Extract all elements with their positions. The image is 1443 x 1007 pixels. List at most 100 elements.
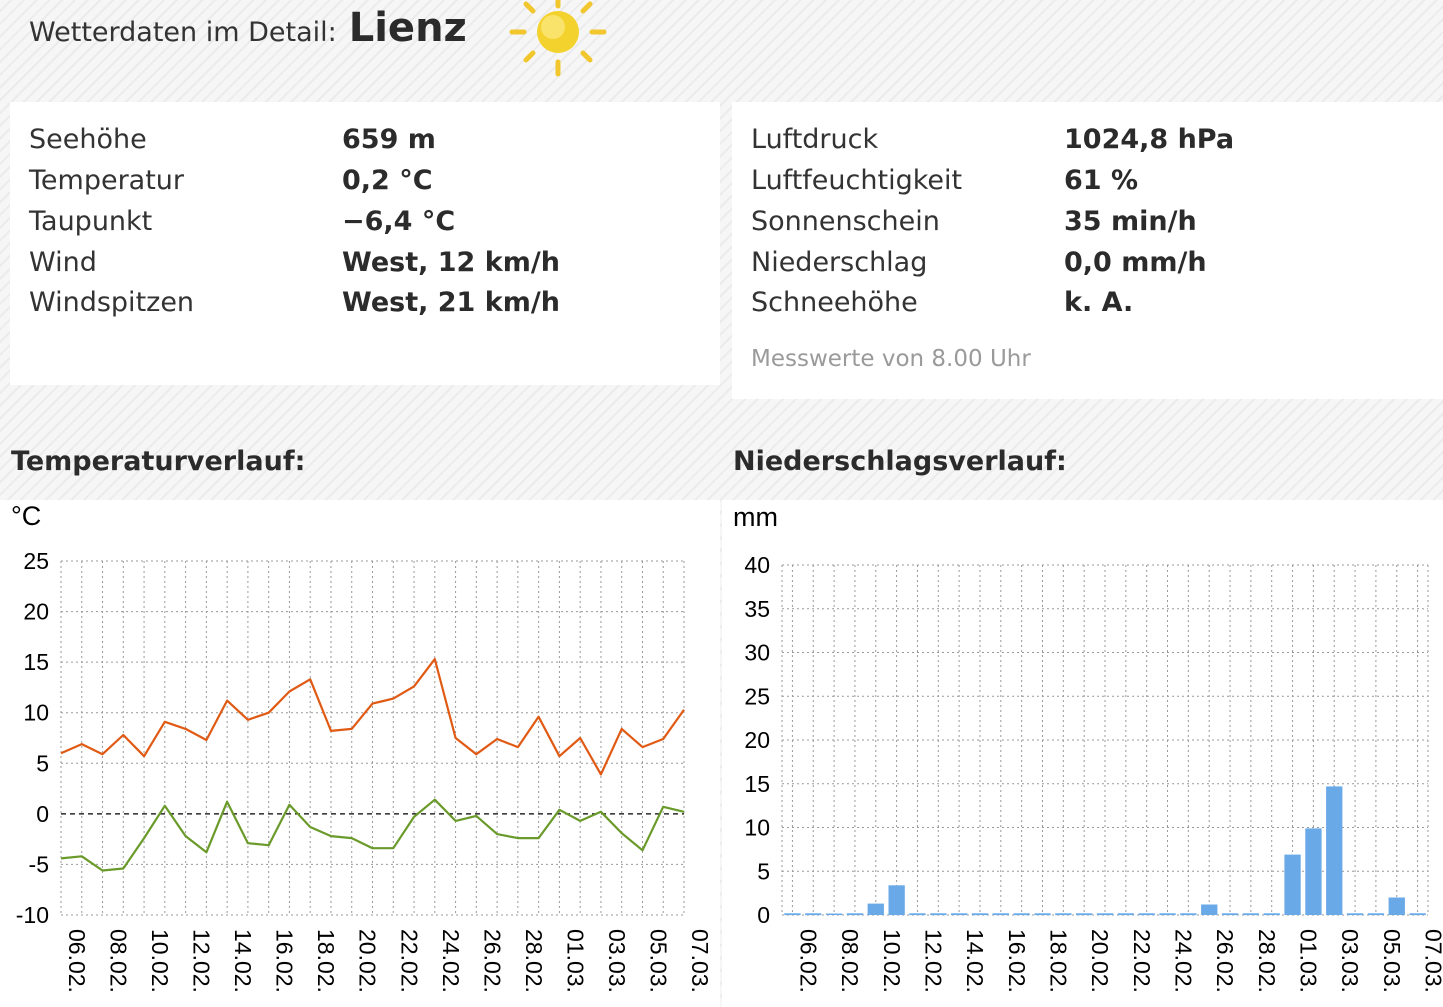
precipitation-bar: [1326, 786, 1343, 915]
precipitation-bar: [1117, 913, 1134, 916]
atmosphere-details-card: [732, 102, 1443, 399]
y-tick-label: 40: [744, 552, 770, 578]
y-tick-label: 5: [36, 750, 49, 776]
precipitation-bar: [1263, 913, 1280, 916]
detail-value: 659 m: [342, 124, 436, 155]
x-tick-label: 26.02.: [1212, 929, 1238, 993]
detail-value: West, 12 km/h: [342, 247, 560, 278]
precipitation-bar: [971, 913, 989, 916]
detail-label: Wind: [29, 247, 97, 278]
y-tick-label: 0: [36, 801, 49, 827]
detail-label: Luftfeuchtigkeit: [751, 165, 963, 196]
x-tick-label: 01.03.: [562, 929, 588, 993]
x-tick-label: 22.02.: [1129, 929, 1155, 993]
max-temperature-line: [60, 657, 685, 776]
x-tick-label: 14.02.: [962, 929, 988, 993]
x-tick-label: 10.02.: [147, 929, 173, 993]
precipitation-chart-panel: [722, 500, 1443, 1007]
page-header: Wetterdaten im Detail: Lienz: [29, 0, 467, 70]
precipitation-bar: [1180, 913, 1197, 916]
detail-label: Schneehöhe: [751, 287, 918, 318]
min-temperature-line: [60, 798, 685, 872]
x-tick-label: 14.02.: [230, 929, 256, 993]
y-tick-label: 20: [23, 599, 49, 625]
detail-label: Taupunkt: [29, 206, 153, 237]
x-tick-label: 05.03.: [645, 929, 671, 993]
y-tick-label: 10: [23, 700, 49, 726]
precipitation-bar: [826, 913, 843, 915]
detail-label: Niederschlag: [751, 247, 928, 278]
x-tick-label: 12.02.: [920, 929, 946, 993]
detail-value: 35 min/h: [1064, 206, 1197, 237]
temperature-unit-label: °C: [11, 501, 42, 531]
precipitation-bar: [1013, 913, 1030, 916]
temperature-chart-title: Temperaturverlauf:: [11, 446, 306, 477]
x-tick-label: 20.02.: [1087, 929, 1113, 993]
x-tick-label: 22.02.: [396, 929, 422, 993]
detail-value: 61 %: [1064, 165, 1139, 196]
x-tick-label: 24.02.: [1171, 929, 1197, 993]
precipitation-bar: [1201, 904, 1218, 915]
detail-label: Temperatur: [29, 165, 185, 196]
detail-value: West, 21 km/h: [342, 287, 560, 318]
station-details-card: [10, 102, 720, 385]
precipitation-bar: [909, 913, 926, 916]
precipitation-bar: [1242, 913, 1259, 916]
y-tick-label: 35: [744, 596, 770, 622]
x-tick-label: 08.02.: [837, 929, 863, 993]
precipitation-bar: [805, 913, 822, 916]
city-name: Lienz: [348, 5, 467, 51]
y-tick-label: 10: [744, 815, 770, 841]
detail-value: 0,2 °C: [342, 165, 433, 196]
detail-value: −6,4 °C: [342, 206, 456, 237]
x-tick-label: 28.02.: [521, 929, 547, 993]
sun-icon: [509, 0, 607, 77]
precipitation-bar: [930, 913, 947, 916]
precipitation-bar: [1388, 897, 1405, 915]
detail-label: Luftdruck: [751, 124, 879, 155]
temperature-chart: 25 20 15 10 5 0 -5 -10 06.02. 08.02. 10.02. 12.02. 1…: [16, 548, 713, 993]
precipitation-chart-title: Niederschlagsverlauf:: [733, 446, 1067, 477]
detail-value: 0,0 mm/h: [1064, 247, 1207, 278]
detail-value: 1024,8 hPa: [1064, 124, 1235, 155]
precipitation-bar: [1284, 854, 1301, 915]
detail-label: Windspitzen: [29, 287, 195, 318]
y-tick-label: 15: [744, 771, 770, 797]
detail-value: k. A.: [1064, 287, 1134, 318]
x-tick-label: 20.02.: [355, 929, 381, 993]
precipitation-bar: [846, 913, 864, 916]
x-tick-label: 03.03.: [1337, 929, 1363, 993]
y-tick-label: 30: [744, 640, 770, 666]
x-tick-label: 08.02.: [106, 929, 132, 993]
y-tick-label: -10: [16, 902, 49, 928]
precipitation-bar: [1305, 828, 1322, 915]
precipitation-bar: [1346, 913, 1364, 916]
x-tick-label: 06.02.: [64, 929, 90, 993]
x-tick-label: 01.03.: [1296, 929, 1322, 993]
precipitation-bar: [1409, 913, 1426, 916]
y-tick-label: 0: [757, 902, 770, 928]
precipitation-bar: [951, 913, 968, 916]
precipitation-bar: [992, 913, 1009, 916]
precipitation-bar: [1159, 913, 1176, 916]
x-tick-label: 18.02.: [313, 929, 339, 993]
x-tick-label: 26.02.: [479, 929, 505, 993]
x-tick-label: 07.03.: [687, 929, 713, 993]
precipitation-bar: [1034, 913, 1051, 916]
precipitation-bar: [1055, 913, 1072, 916]
x-tick-label: 18.02.: [1045, 929, 1071, 993]
y-tick-label: 25: [744, 683, 770, 709]
temperature-chart-panel: [0, 500, 720, 1007]
y-tick-label: 25: [23, 548, 49, 574]
precipitation-bar: [1076, 913, 1093, 916]
x-tick-label: 28.02.: [1254, 929, 1280, 993]
x-tick-label: 16.02.: [1004, 929, 1030, 993]
precipitation-bar: [888, 885, 905, 916]
precipitation-bar: [1138, 913, 1155, 916]
measurement-note: Messwerte von 8.00 Uhr: [751, 346, 1031, 372]
precipitation-bar: [1367, 913, 1385, 916]
x-tick-label: 03.03.: [604, 929, 630, 993]
precipitation-bar: [1221, 913, 1239, 916]
y-tick-label: -5: [29, 851, 49, 877]
header-label: Wetterdaten im Detail:: [29, 17, 337, 48]
